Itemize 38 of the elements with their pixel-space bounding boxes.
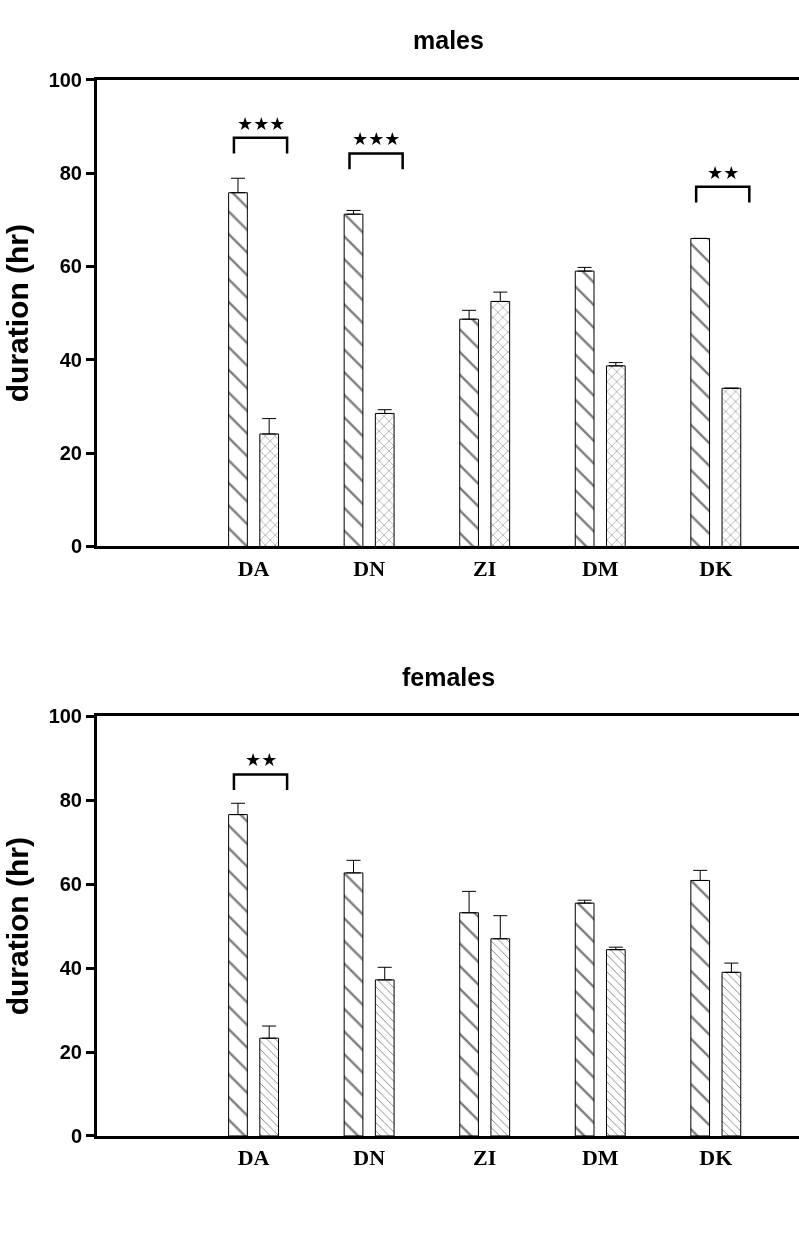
bar: [690, 237, 711, 547]
x-tick-label: DM: [581, 1145, 619, 1171]
x-tick-label: DK: [699, 1145, 733, 1171]
annotation: ★★: [707, 162, 740, 183]
x-tick-label: ZI: [473, 555, 497, 581]
y-tick-label: 80: [59, 789, 82, 812]
x-tick-label: DA: [237, 1145, 270, 1171]
annotation: ★★★: [352, 128, 401, 149]
y-tick-label: 0: [70, 1124, 82, 1147]
y-tick-label: 80: [59, 162, 82, 185]
y-tick-label: 60: [59, 873, 82, 896]
annotation: ★★★: [237, 113, 286, 134]
bar: [721, 387, 742, 547]
x-tick-label: DM: [581, 555, 619, 581]
y-tick-label: 20: [59, 1041, 82, 1064]
bar: [574, 902, 595, 1136]
y-tick-label: 20: [59, 442, 82, 465]
bar: [343, 213, 364, 547]
chart-title: males: [413, 26, 484, 54]
y-tick-label: 100: [48, 705, 82, 728]
x-tick-label: DA: [237, 555, 270, 581]
bar: [605, 365, 626, 547]
x-tick-label: DN: [353, 555, 386, 581]
y-tick-label: 0: [70, 535, 82, 558]
x-tick-label: ZI: [473, 1145, 497, 1171]
y-tick-label: 60: [59, 255, 82, 278]
bar: [574, 270, 595, 547]
y-axis-title: duration (hr): [0, 223, 34, 403]
annotation: ★★: [245, 749, 278, 770]
y-tick-label: 40: [59, 348, 82, 371]
x-tick-label: DK: [699, 555, 733, 581]
x-tick-label: DN: [353, 1145, 386, 1171]
y-tick-label: 40: [59, 957, 82, 980]
y-tick-label: 100: [48, 68, 82, 91]
chart-title: females: [402, 663, 496, 691]
bar: [605, 949, 626, 1136]
y-axis-title: duration (hr): [0, 837, 34, 1016]
bar: [374, 412, 395, 547]
